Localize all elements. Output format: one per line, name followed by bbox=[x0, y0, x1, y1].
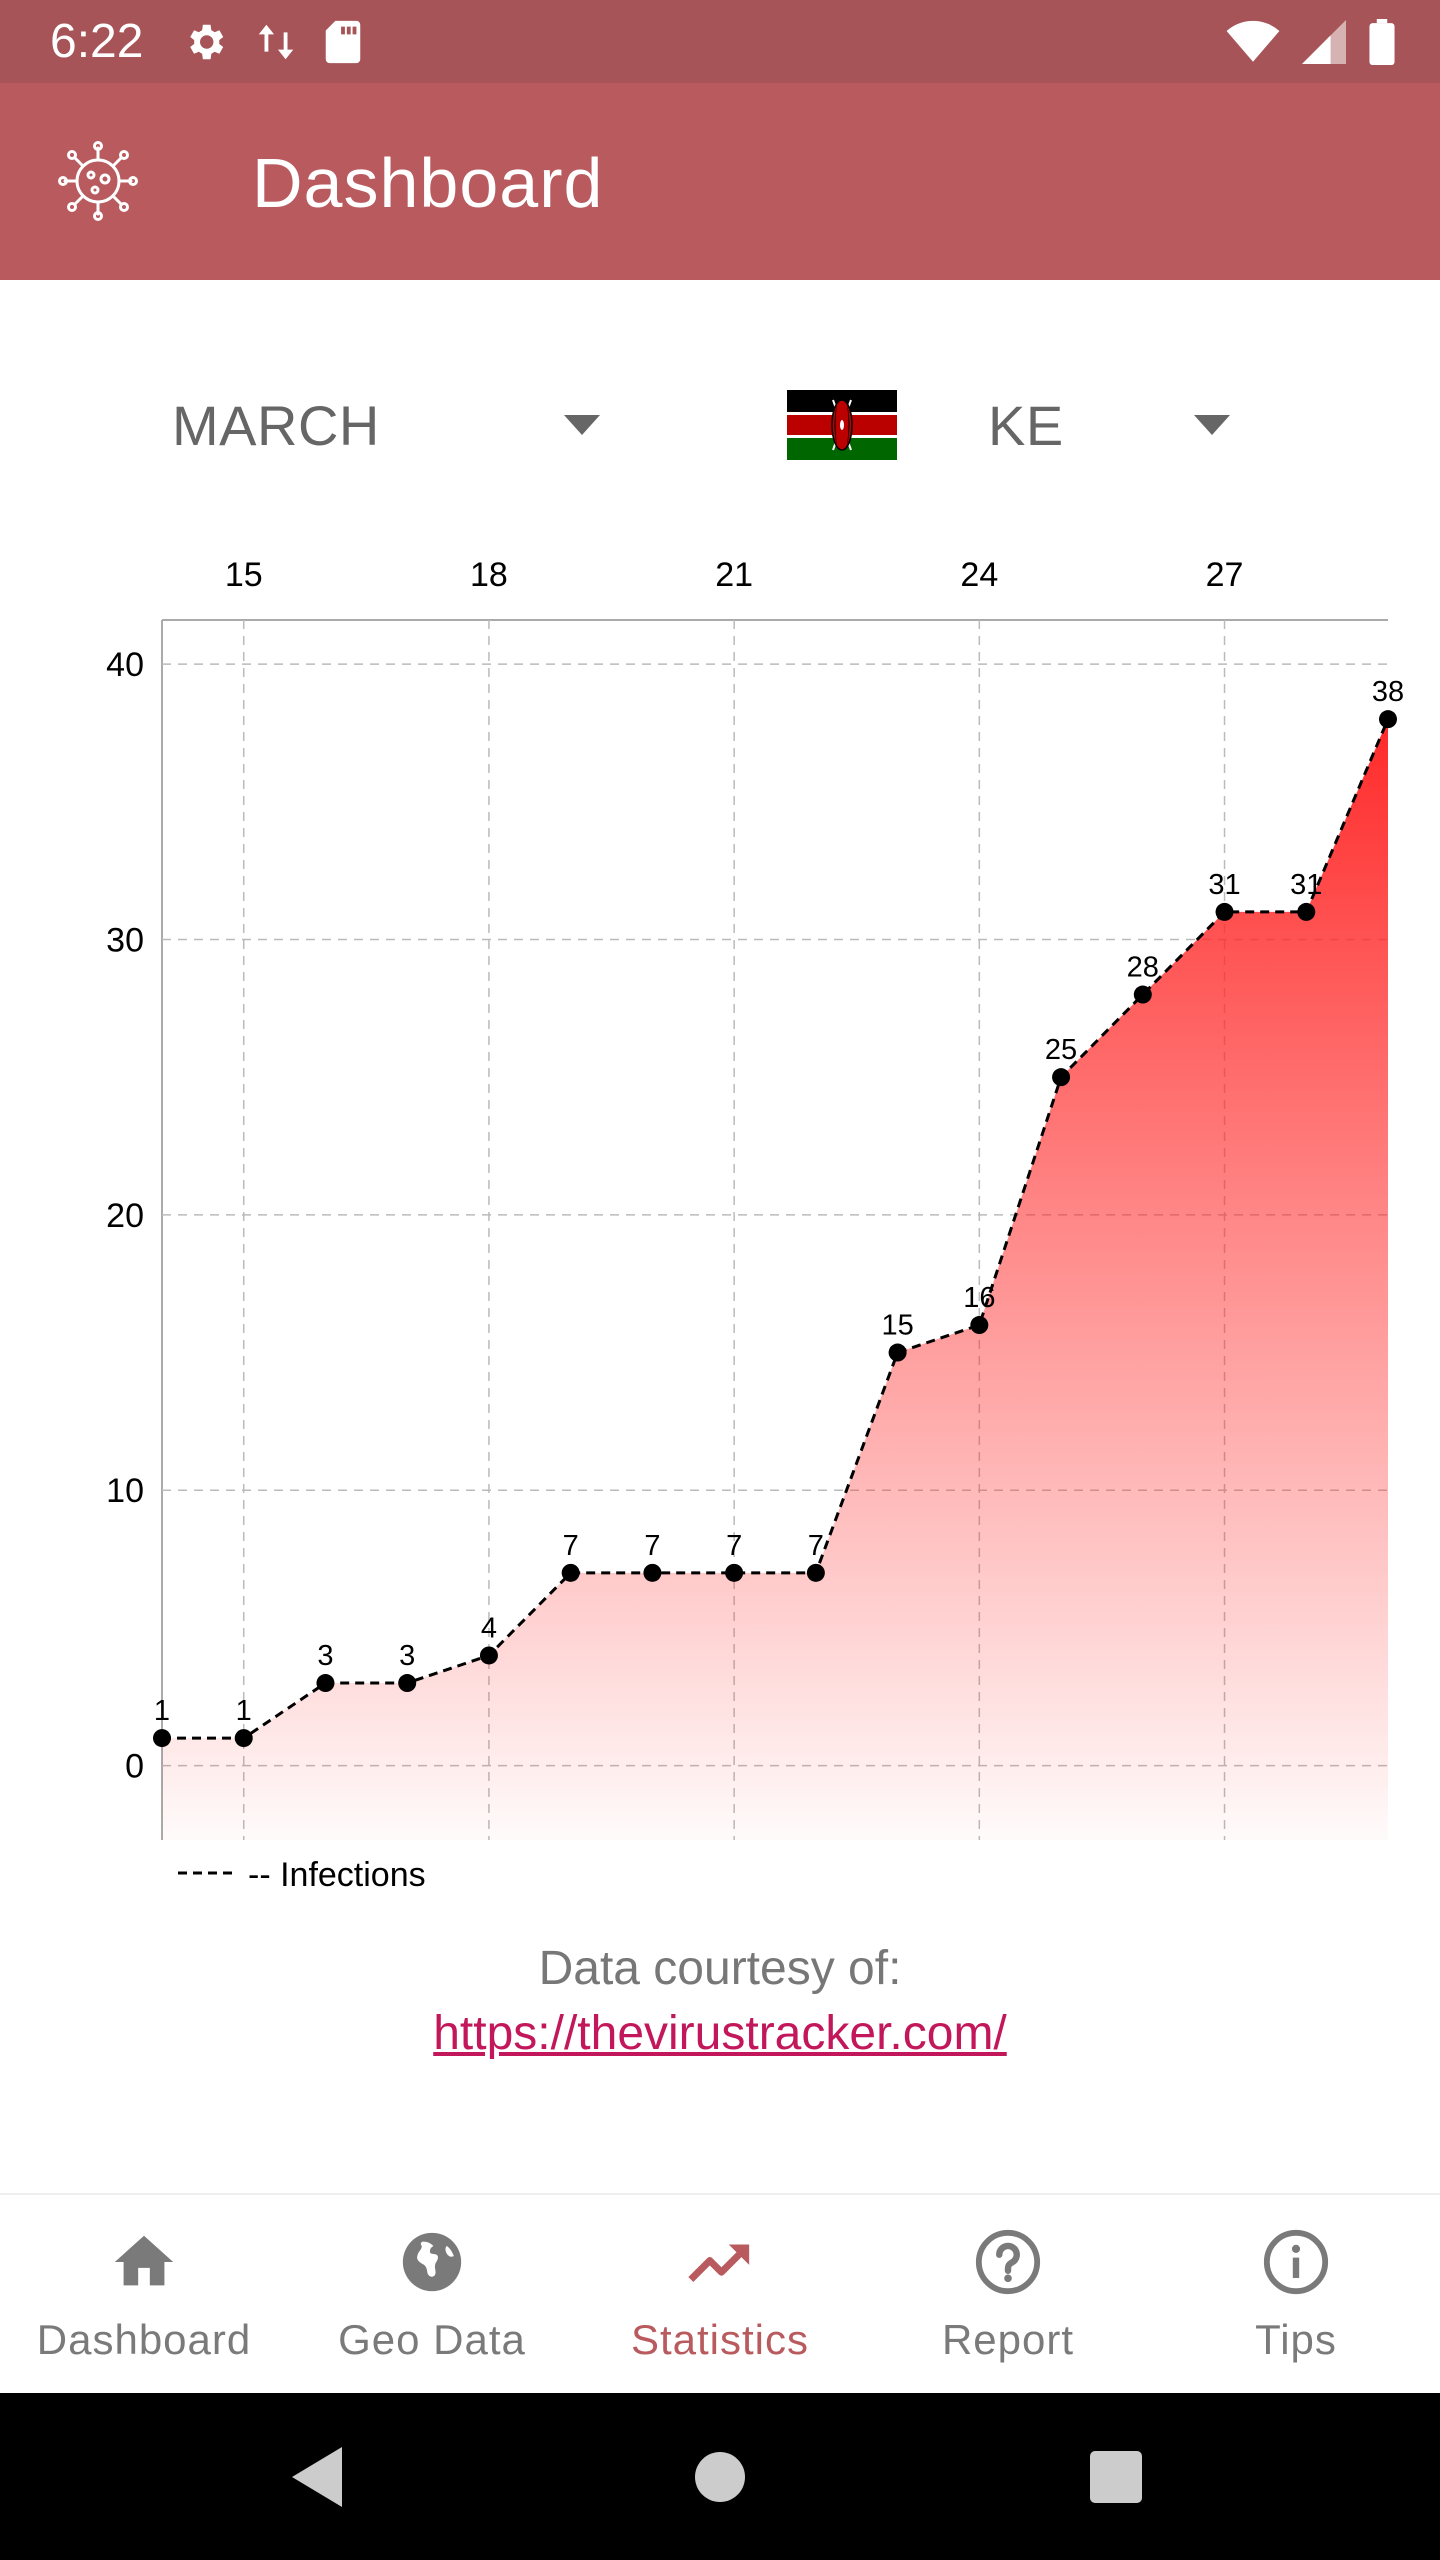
data-label: 7 bbox=[563, 1530, 579, 1562]
data-label: 15 bbox=[881, 1310, 913, 1342]
status-bar: 6:22 bbox=[0, 0, 1440, 83]
y-tick-label: 20 bbox=[106, 1197, 144, 1235]
data-label: 1 bbox=[154, 1695, 170, 1727]
data-point bbox=[316, 1674, 335, 1693]
x-tick-label: 18 bbox=[470, 556, 508, 594]
legend-entry: -- Infections bbox=[248, 1856, 426, 1894]
x-tick-label: 21 bbox=[715, 556, 753, 594]
nav-label: Geo Data bbox=[338, 2316, 526, 2363]
nav-label: Dashboard bbox=[36, 2316, 252, 2363]
data-point bbox=[806, 1563, 825, 1582]
gear-icon bbox=[190, 24, 224, 60]
kenya-flag-icon bbox=[787, 390, 897, 460]
info-icon bbox=[1263, 2229, 1329, 2295]
status-left-icons bbox=[182, 18, 362, 66]
data-label: 7 bbox=[644, 1530, 660, 1562]
virus-icon[interactable] bbox=[58, 141, 138, 221]
data-label: 7 bbox=[726, 1530, 742, 1562]
page-title: Dashboard bbox=[252, 144, 604, 222]
data-courtesy-text: Data courtesy of: bbox=[538, 1942, 902, 1995]
x-tick-label: 24 bbox=[960, 556, 998, 594]
data-label: 25 bbox=[1045, 1034, 1077, 1066]
system-navigation-bar bbox=[0, 2393, 1440, 2560]
sd-card-icon bbox=[325, 20, 361, 64]
globe-icon bbox=[402, 2232, 462, 2292]
data-label: 31 bbox=[1208, 869, 1240, 901]
data-arrows-icon bbox=[258, 24, 294, 60]
y-tick-label: 40 bbox=[106, 646, 144, 684]
filter-selectors: MARCH KE bbox=[0, 360, 1440, 490]
nav-geo-data[interactable]: Geo Data bbox=[288, 2195, 576, 2395]
data-label: 3 bbox=[399, 1640, 415, 1672]
nav-label: Tips bbox=[1255, 2316, 1337, 2363]
data-point bbox=[479, 1646, 498, 1665]
data-point bbox=[234, 1729, 253, 1748]
nav-label: Report bbox=[941, 2316, 1075, 2363]
home-circle-icon[interactable] bbox=[694, 2451, 746, 2503]
country-dropdown-value: KE bbox=[988, 393, 1064, 457]
nav-tips[interactable]: Tips bbox=[1152, 2195, 1440, 2395]
month-dropdown[interactable]: MARCH bbox=[172, 360, 612, 490]
country-dropdown[interactable]: KE bbox=[988, 360, 1238, 490]
data-point bbox=[561, 1563, 580, 1582]
battery-icon bbox=[1369, 19, 1395, 65]
chevron-down-icon bbox=[564, 415, 600, 435]
data-point bbox=[643, 1563, 662, 1582]
data-label: 4 bbox=[481, 1612, 497, 1644]
data-point bbox=[725, 1563, 744, 1582]
home-icon bbox=[114, 2235, 174, 2286]
x-tick-label: 15 bbox=[225, 556, 263, 594]
wifi-icon bbox=[1226, 20, 1280, 62]
data-point bbox=[1215, 902, 1234, 921]
y-tick-label: 10 bbox=[106, 1472, 144, 1510]
data-label: 7 bbox=[808, 1530, 824, 1562]
data-point bbox=[153, 1729, 171, 1748]
data-label: 28 bbox=[1127, 952, 1159, 984]
data-point bbox=[398, 1674, 417, 1693]
status-right-icons bbox=[1226, 18, 1396, 66]
trending-up-icon bbox=[688, 2244, 750, 2282]
data-label: 31 bbox=[1290, 869, 1322, 901]
chart-legend: -- Infections bbox=[178, 1856, 426, 1894]
infections-area bbox=[162, 719, 1388, 1840]
back-icon[interactable] bbox=[290, 2445, 346, 2509]
nav-label: Statistics bbox=[630, 2316, 810, 2363]
signal-icon bbox=[1302, 20, 1346, 64]
status-time: 6:22 bbox=[50, 15, 144, 68]
data-courtesy-link-wrap: https://thevirustracker.com/ bbox=[0, 2003, 1440, 2065]
data-point bbox=[1052, 1068, 1071, 1087]
y-tick-label: 30 bbox=[106, 921, 144, 959]
data-point bbox=[1379, 710, 1397, 729]
data-label: 38 bbox=[1372, 676, 1404, 708]
nav-report[interactable]: Report bbox=[864, 2195, 1152, 2395]
infections-line bbox=[162, 718, 1390, 1740]
data-label: 1 bbox=[236, 1695, 252, 1727]
nav-dashboard[interactable]: Dashboard bbox=[0, 2195, 288, 2395]
help-circle-icon bbox=[975, 2229, 1041, 2295]
data-source-link[interactable]: https://thevirustracker.com/ bbox=[433, 2007, 1007, 2060]
data-label: 3 bbox=[317, 1640, 333, 1672]
x-tick-label: 27 bbox=[1206, 556, 1244, 594]
app-bar: Dashboard bbox=[0, 83, 1440, 280]
month-dropdown-value: MARCH bbox=[172, 393, 380, 457]
data-point bbox=[970, 1316, 989, 1335]
recents-icon[interactable] bbox=[1090, 2451, 1142, 2503]
data-label: 16 bbox=[963, 1282, 995, 1314]
data-point bbox=[1133, 985, 1152, 1004]
data-point bbox=[1297, 902, 1316, 921]
chevron-down-icon bbox=[1194, 415, 1230, 435]
infections-chart: 1 1 3 3 4 7 7 7 7 15 16 25 28 31 31 38 15 18 21 24 27 0 10 20 3… bbox=[106, 556, 1404, 1894]
bottom-navigation: Dashboard Geo Data Statistics Report Tip… bbox=[0, 2193, 1440, 2393]
nav-statistics[interactable]: Statistics bbox=[576, 2195, 864, 2395]
y-tick-label: 0 bbox=[125, 1748, 144, 1786]
data-point bbox=[888, 1343, 907, 1362]
